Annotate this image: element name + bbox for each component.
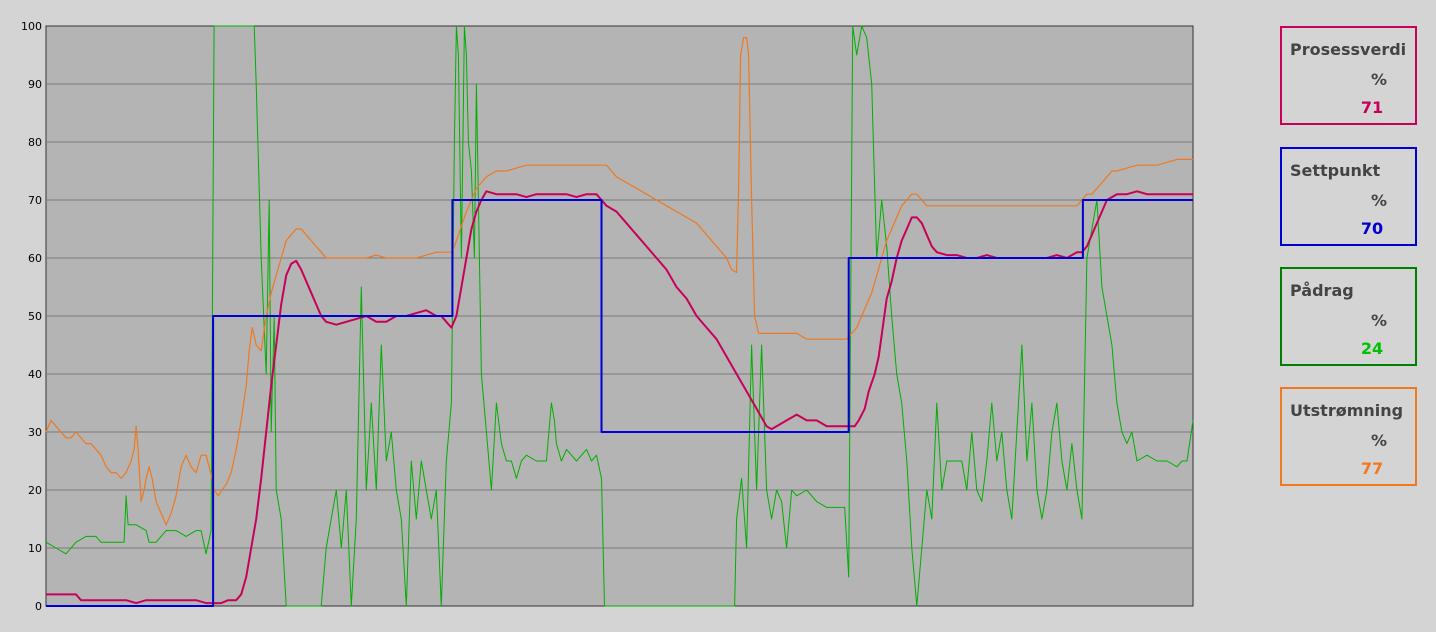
legend-value-prosessverdi: 71 [1360,98,1384,117]
legend-panel-settpunkt: Settpunkt % 70 [1280,147,1417,246]
legend-panel-padrag: Pådrag % 24 [1280,267,1417,366]
legend-title-utstromning: Utstrømning [1290,401,1404,420]
y-tick-label: 10 [28,542,42,555]
y-tick-label: 90 [28,78,42,91]
legend-value-padrag: 24 [1360,339,1384,358]
series-line-utstromning [45,37,1193,526]
trend-chart: 0 10 20 30 40 50 60 70 80 90 100 [21,20,1194,613]
y-tick-label: 40 [28,368,42,381]
y-tick-label: 60 [28,252,42,265]
y-tick-label: 80 [28,136,42,149]
legend-unit-settpunkt: % [1371,191,1388,210]
y-tick-label: 50 [28,310,42,323]
legend-panel-utstromning: Utstrømning % 77 [1280,387,1417,486]
legend-title-padrag: Pådrag [1290,281,1354,300]
legend-unit-utstromning: % [1371,431,1388,450]
legend-value-settpunkt: 70 [1360,219,1384,238]
y-tick-label: 100 [21,20,42,33]
legend-title-prosessverdi: Prosessverdi [1290,40,1407,59]
y-tick-label: 30 [28,426,42,439]
legend-unit-prosessverdi: % [1371,70,1388,89]
legend-panel-prosessverdi: Prosessverdi % 71 [1280,26,1417,125]
y-axis-tick-labels: 0 10 20 30 40 50 60 70 80 90 100 [21,20,42,613]
series-line-settpunkt [46,199,1193,607]
y-tick-label: 0 [35,600,42,613]
legend-value-utstromning: 77 [1360,459,1384,478]
y-tick-label: 20 [28,484,42,497]
series-lines [45,25,1194,607]
legend-title-settpunkt: Settpunkt [1290,161,1381,180]
legend-unit-padrag: % [1371,311,1388,330]
y-tick-label: 70 [28,194,42,207]
